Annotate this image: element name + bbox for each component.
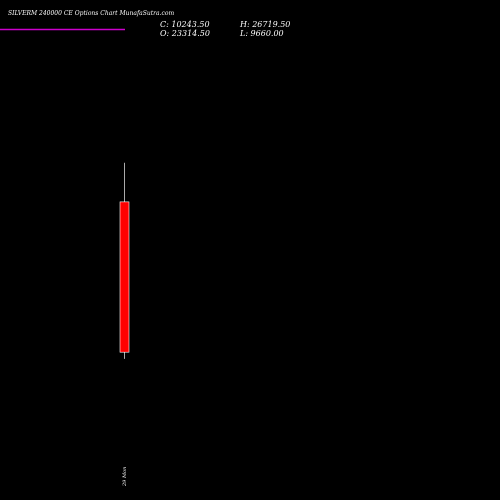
high-value: H: 26719.50 [239,20,290,29]
date-label: 29 Mon [122,467,128,487]
candle-body [119,201,130,353]
levels-layer [0,28,125,31]
candles-layer: 29 Mon [119,162,130,487]
chart-title: SILVERM 240000 CE Options Chart MunafaSu… [8,10,174,17]
open-value: O: 23314.50 [160,29,210,38]
low-value: L: 9660.00 [239,29,284,38]
close-value: C: 10243.50 [160,20,210,29]
